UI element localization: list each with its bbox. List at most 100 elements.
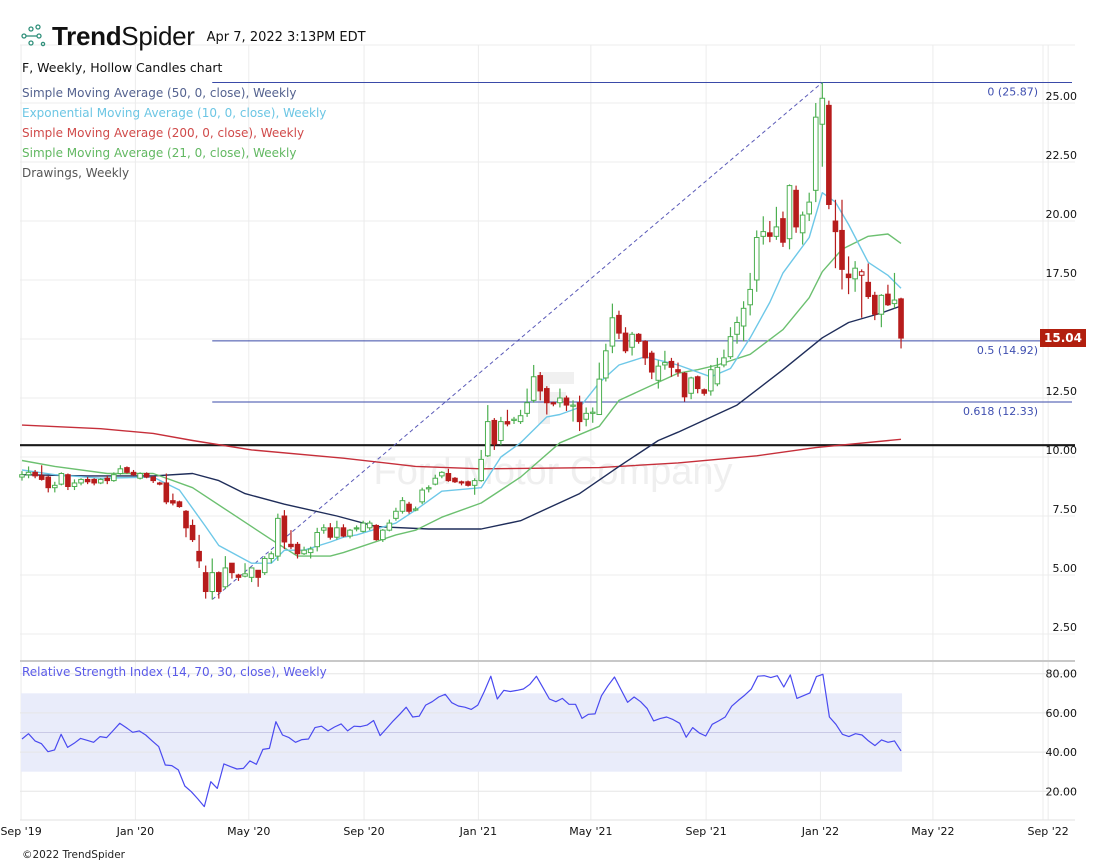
candle xyxy=(209,558,216,600)
candle-body xyxy=(307,548,314,554)
y-tick-label: 10.00 xyxy=(1046,444,1078,457)
legend-rsi[interactable]: Relative Strength Index (14, 70, 30, clo… xyxy=(22,665,327,679)
watermark-text: Ford Motor Company xyxy=(373,451,732,493)
candle xyxy=(229,562,235,579)
candle-body xyxy=(97,478,104,484)
legend-sma50[interactable]: Simple Moving Average (50, 0, close), We… xyxy=(22,86,297,100)
candle xyxy=(675,362,681,377)
candle xyxy=(583,407,589,427)
candle-body xyxy=(576,402,583,423)
legend-drawings[interactable]: Drawings, Weekly xyxy=(22,166,130,180)
candle xyxy=(642,340,649,365)
candle-body xyxy=(38,475,45,480)
candle xyxy=(25,466,32,479)
candle-body xyxy=(603,350,609,379)
candle xyxy=(799,211,806,245)
trendspider-logo-icon xyxy=(21,24,46,47)
candle-body xyxy=(885,293,891,306)
legend-ema10[interactable]: Exponential Moving Average (10, 0, close… xyxy=(22,106,327,120)
candle xyxy=(550,401,557,407)
candle xyxy=(740,301,747,342)
candle-body xyxy=(537,375,544,392)
candle xyxy=(45,475,52,493)
candle xyxy=(701,388,708,396)
candle-body xyxy=(799,214,806,234)
candle-body xyxy=(117,468,124,475)
candle xyxy=(885,284,891,306)
candle xyxy=(268,551,275,564)
candle xyxy=(557,388,563,408)
candle xyxy=(261,556,268,575)
candle-body xyxy=(832,220,839,233)
candle xyxy=(714,357,721,387)
candle-body xyxy=(727,336,734,358)
candle xyxy=(419,487,425,505)
candle-body xyxy=(327,527,334,538)
y-tick-label: 7.50 xyxy=(1053,503,1078,516)
candle xyxy=(399,497,406,514)
legend-sma21[interactable]: Simple Moving Average (21, 0, close), We… xyxy=(22,146,297,160)
candle-body xyxy=(143,473,150,478)
candle-body xyxy=(819,97,826,125)
candle xyxy=(104,475,111,485)
candle xyxy=(898,297,904,349)
candle xyxy=(117,465,124,475)
candle-body xyxy=(366,522,373,529)
candle xyxy=(222,556,229,590)
candle xyxy=(366,520,373,531)
candle xyxy=(465,480,471,487)
candle-body xyxy=(839,229,845,270)
candle xyxy=(412,506,419,512)
candle-body xyxy=(570,404,576,407)
candle-body xyxy=(524,402,530,414)
candle-body xyxy=(71,482,78,487)
x-tick-label: Jan '21 xyxy=(459,825,497,838)
candle-body xyxy=(478,458,484,482)
candle xyxy=(78,478,84,486)
candle-body xyxy=(45,476,52,489)
candle-body xyxy=(32,471,38,477)
candle-body xyxy=(334,527,340,538)
candle-body xyxy=(767,232,773,237)
candle-body xyxy=(439,471,445,477)
candle xyxy=(760,216,767,245)
x-tick-label: May '21 xyxy=(569,825,612,838)
candle-body xyxy=(248,567,255,578)
candle-body xyxy=(648,352,655,373)
candle xyxy=(544,386,550,415)
candle-body xyxy=(845,273,852,279)
candle-body xyxy=(793,189,799,228)
candle-body xyxy=(491,419,498,445)
candle xyxy=(327,523,334,540)
candle-body xyxy=(655,365,662,381)
candle xyxy=(806,192,813,221)
candle xyxy=(288,530,294,550)
candle xyxy=(353,525,360,532)
candle-body xyxy=(52,484,58,489)
candle xyxy=(471,478,478,495)
candle-body xyxy=(156,482,163,485)
candle-body xyxy=(425,487,432,490)
candle xyxy=(622,327,629,354)
candle-body xyxy=(124,467,130,473)
candle-body xyxy=(517,415,524,423)
candle-body xyxy=(347,529,353,537)
rsi-tick-label: 40.00 xyxy=(1046,746,1078,759)
candle-body xyxy=(91,478,97,484)
candle-body xyxy=(275,517,281,557)
candle-body xyxy=(635,333,642,342)
candle xyxy=(563,395,570,411)
candle-body xyxy=(530,376,537,401)
candle-body xyxy=(78,478,84,484)
candle-body xyxy=(498,421,504,441)
candle xyxy=(294,541,301,559)
candle xyxy=(852,261,858,292)
candle-body xyxy=(373,524,380,541)
legend-sma200[interactable]: Simple Moving Average (200, 0, close), W… xyxy=(22,126,305,140)
candle-body xyxy=(111,474,117,482)
candle xyxy=(58,472,65,486)
candle-body xyxy=(465,481,471,486)
candle xyxy=(360,520,366,533)
candle-body xyxy=(642,340,649,359)
